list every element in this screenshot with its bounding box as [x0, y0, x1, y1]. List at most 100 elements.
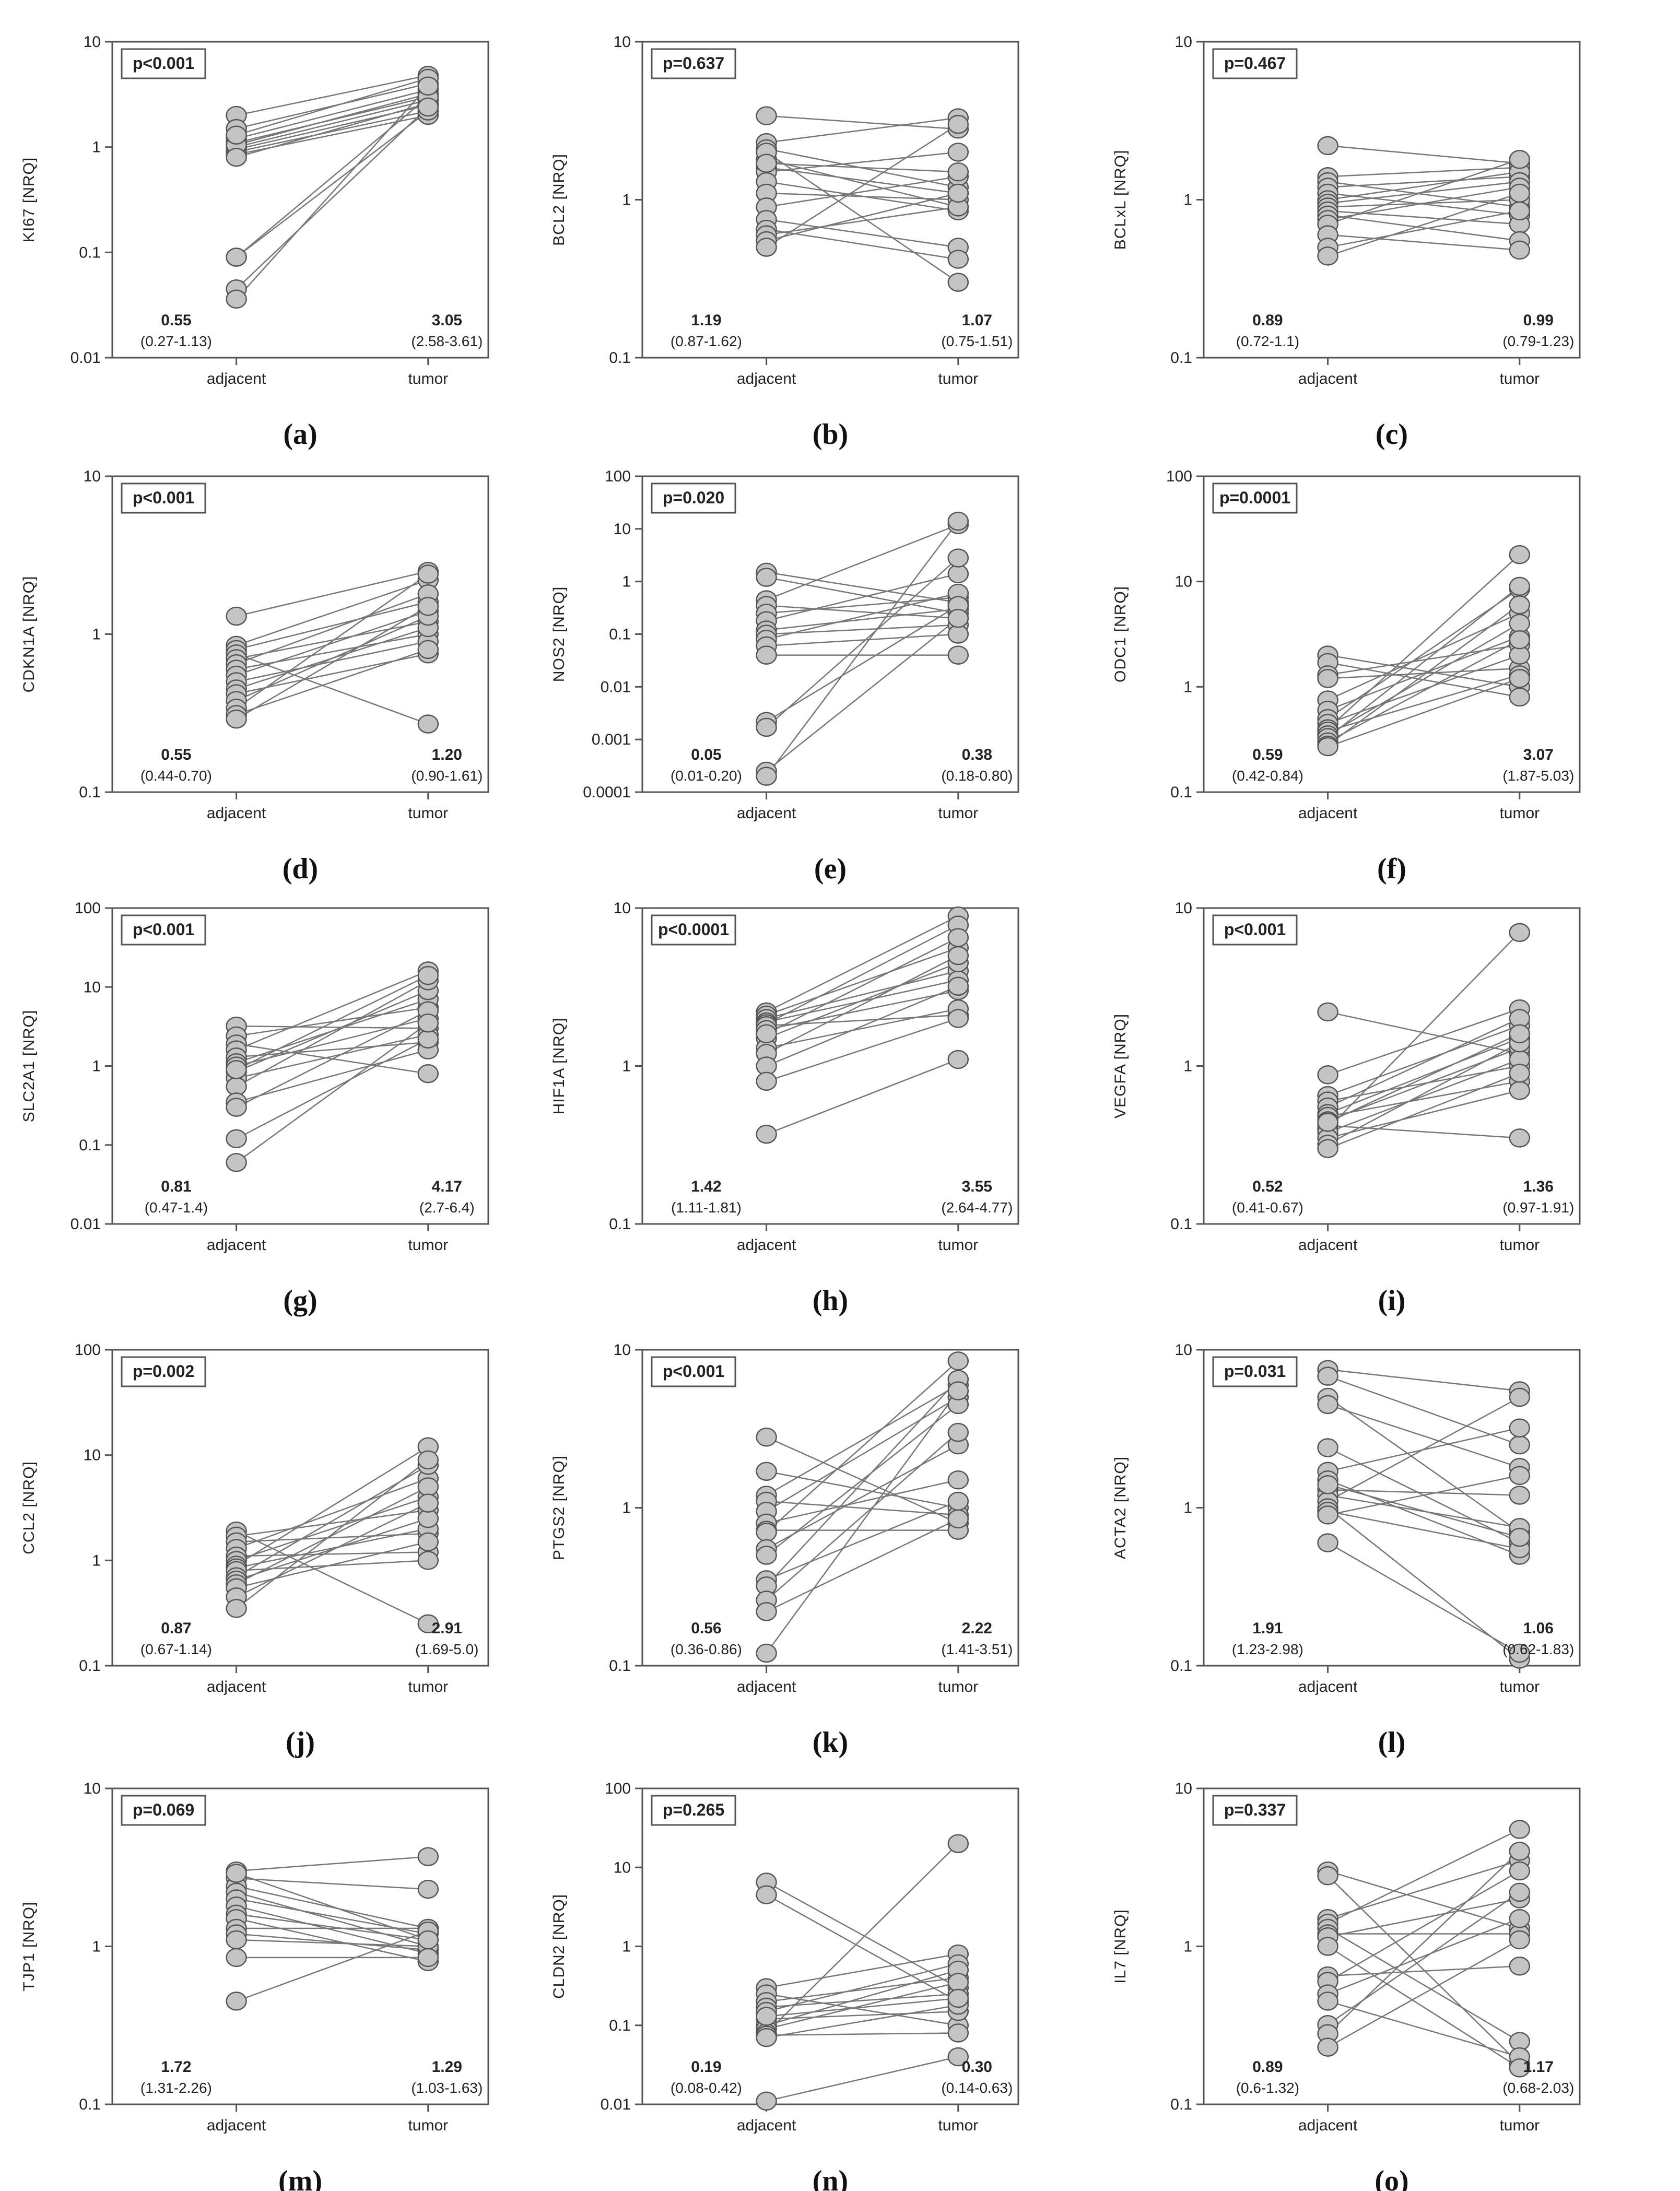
pair-line	[1327, 654, 1520, 688]
y-tick-label: 0.1	[609, 1216, 631, 1233]
point-tumor	[947, 1509, 969, 1529]
pair-line	[236, 1007, 428, 1037]
y-axis-label: ODC1 [NRQ]	[1112, 586, 1129, 682]
pair-line	[1327, 1404, 1520, 1468]
point-tumor	[1509, 1435, 1531, 1455]
pair-line	[236, 593, 429, 665]
pair-line	[1327, 1489, 1520, 1496]
x-tick-label-adjacent: adjacent	[207, 370, 266, 387]
pair-line	[1327, 234, 1520, 251]
point-tumor	[947, 625, 969, 644]
pair-line	[766, 1881, 959, 1988]
point-adjacent	[1317, 1866, 1338, 1886]
pair-line	[236, 77, 429, 136]
pair-line	[766, 1953, 959, 1988]
point-tumor	[417, 1013, 439, 1033]
pair-line	[766, 1470, 959, 1509]
y-tick-label: 0.1	[609, 2017, 631, 2034]
pair-line	[1327, 1038, 1520, 1114]
y-tick-label: 1	[622, 1058, 631, 1075]
point-tumor	[947, 946, 969, 965]
pair-line	[766, 937, 959, 1034]
panel-m: 0.1 1 10 adjacent tumor TJP1 [NRQ] p=0.069 1.72…	[20, 1780, 489, 2191]
point-tumor	[417, 1948, 439, 1968]
point-tumor	[947, 511, 969, 531]
point-tumor	[417, 640, 439, 659]
x-tick-label-adjacent: adjacent	[737, 805, 796, 822]
pair-line	[766, 192, 958, 201]
pair-line	[766, 947, 959, 1016]
y-axis-label: BCLxL [NRQ]	[1112, 150, 1129, 250]
pair-line	[1327, 159, 1520, 225]
x-tick-label-adjacent: adjacent	[1298, 370, 1358, 387]
y-tick-label: 1	[1183, 1500, 1192, 1517]
pair-line	[766, 1396, 959, 1512]
point-tumor	[947, 1009, 969, 1028]
p-value-box	[1212, 1795, 1298, 1826]
y-tick-label: 1	[92, 1938, 101, 1956]
median-tumor: 1.29	[432, 2058, 462, 2076]
p-value: p<0.001	[133, 920, 194, 939]
pair-line	[1327, 622, 1520, 736]
median-adjacent: 0.56	[691, 1620, 721, 1637]
pair-line	[766, 117, 958, 144]
pair-line	[236, 573, 429, 709]
pair-line	[236, 606, 429, 720]
pair-line	[236, 110, 429, 258]
pair-line	[766, 1963, 959, 2012]
median-adjacent: 0.81	[161, 1178, 191, 1195]
y-axis-label: BCL2 [NRQ]	[550, 154, 568, 246]
x-tick-label-adjacent: adjacent	[1298, 2117, 1358, 2134]
pair-line	[766, 970, 959, 1019]
point-tumor	[417, 1450, 439, 1470]
pair-line	[1327, 210, 1520, 225]
point-tumor	[1509, 1466, 1531, 1486]
pair-line	[1327, 1397, 1520, 1533]
pair-line	[1327, 1018, 1520, 1108]
point-adjacent	[1317, 669, 1338, 688]
ci-tumor: (1.41-3.51)	[941, 1641, 1013, 1657]
pair-line	[766, 151, 958, 173]
y-tick-label: 100	[75, 900, 101, 917]
pair-line	[1327, 1927, 1520, 2042]
point-adjacent	[226, 147, 247, 167]
ci-adjacent: (0.67-1.14)	[140, 1641, 212, 1657]
point-adjacent	[226, 1098, 247, 1117]
point-adjacent	[1317, 1438, 1338, 1457]
point-adjacent	[1317, 1475, 1338, 1494]
pair-line	[1327, 145, 1520, 164]
median-tumor: 2.91	[432, 1620, 462, 1637]
pair-line	[236, 1034, 429, 1079]
panel-letter: (e)	[814, 853, 847, 885]
panel-i: 0.1 1 10 adjacent tumor VEGFA [NRQ] p<0.001 0.5…	[1112, 900, 1581, 1317]
point-tumor	[947, 114, 969, 134]
point-tumor	[417, 1847, 439, 1866]
ci-adjacent: (0.6-1.32)	[1236, 2080, 1299, 2096]
pair-line	[1327, 1851, 1520, 2034]
y-tick-label: 10	[1175, 1341, 1192, 1359]
panel-letter: (j)	[286, 1726, 315, 1759]
point-tumor	[947, 608, 969, 628]
y-tick-label: 0.01	[601, 678, 631, 696]
point-tumor	[417, 1614, 439, 1633]
pair-line	[236, 1933, 428, 1951]
pair-line	[766, 1384, 959, 1496]
y-tick-label: 1	[1183, 678, 1192, 696]
panel-letter: (a)	[283, 418, 317, 451]
point-tumor	[947, 2023, 969, 2043]
point-tumor	[1509, 1930, 1531, 1950]
plot-frame	[111, 41, 489, 359]
pair-line	[236, 1856, 428, 1872]
point-adjacent	[1317, 737, 1338, 757]
panel-o: 0.1 1 10 adjacent tumor IL7 [NRQ] p=0.337 0.89 (…	[1112, 1780, 1581, 2191]
pair-line	[766, 2010, 958, 2020]
pair-line	[236, 970, 429, 1051]
pair-line	[766, 162, 958, 173]
point-tumor	[417, 1551, 439, 1570]
p-value-box	[1212, 1356, 1298, 1387]
y-tick-label: 1	[92, 626, 101, 643]
pair-line	[766, 1018, 959, 1082]
y-tick-label: 0.01	[601, 2096, 631, 2113]
x-tick-label-tumor: tumor	[408, 1236, 448, 1254]
panel-letter: (b)	[813, 418, 848, 451]
